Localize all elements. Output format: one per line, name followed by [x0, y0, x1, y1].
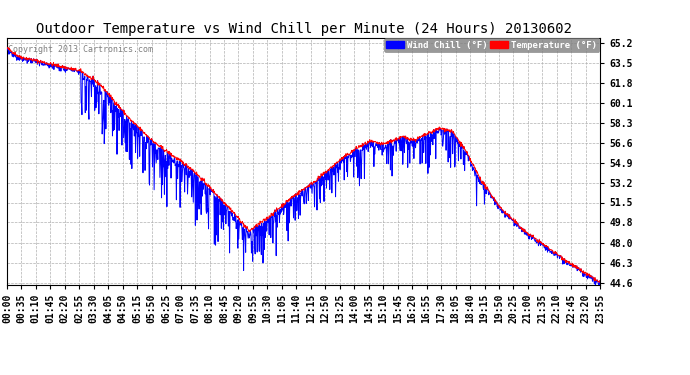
- Title: Outdoor Temperature vs Wind Chill per Minute (24 Hours) 20130602: Outdoor Temperature vs Wind Chill per Mi…: [36, 22, 571, 36]
- Legend: Wind Chill (°F), Temperature (°F): Wind Chill (°F), Temperature (°F): [384, 38, 600, 52]
- Text: Copyright 2013 Cartronics.com: Copyright 2013 Cartronics.com: [8, 45, 153, 54]
